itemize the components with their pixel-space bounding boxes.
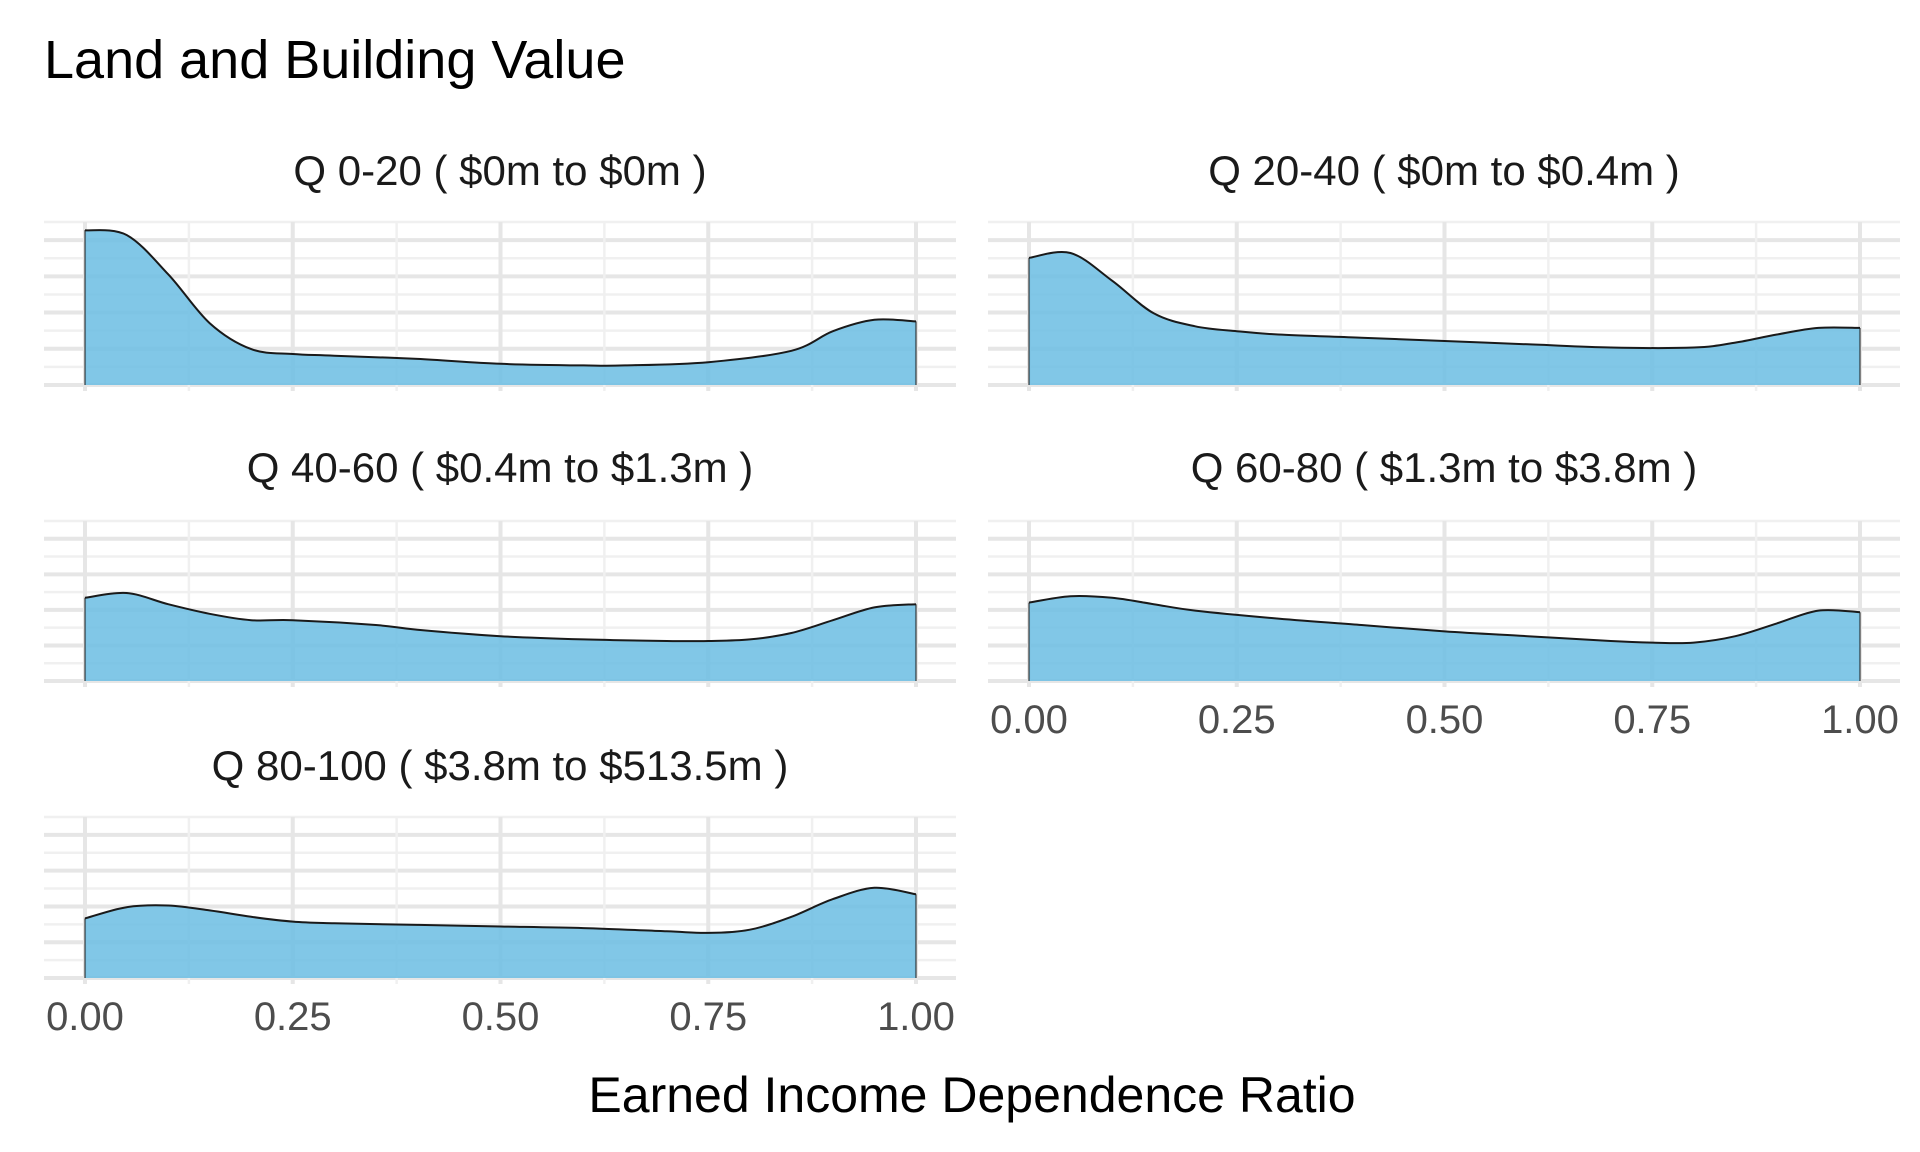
facet-strip-label: Q 0-20 ( $0m to $0m ) bbox=[293, 147, 706, 194]
x-tick-label: 0.00 bbox=[990, 698, 1068, 742]
density-line bbox=[84, 886, 917, 934]
density-line bbox=[84, 591, 917, 643]
density-area bbox=[1029, 595, 1860, 681]
x-tick-label: 0.25 bbox=[254, 995, 332, 1039]
chart-title: Land and Building Value bbox=[44, 30, 625, 90]
facet-strip-label: Q 20-40 ( $0m to $0.4m ) bbox=[1208, 147, 1680, 194]
facet-strip-label: Q 40-60 ( $0.4m to $1.3m ) bbox=[247, 444, 754, 491]
x-tick-label: 0.50 bbox=[462, 995, 540, 1039]
density-line bbox=[1028, 594, 1861, 645]
facet-panel: Q 60-80 ( $1.3m to $3.8m ) 0.00 0.25 0.50 0.… bbox=[988, 444, 1900, 742]
facet-panels: Q 0-20 ( $0m to $0m ) Q 20-40 ( $0m to $0… bbox=[44, 147, 1900, 1039]
density-line bbox=[1028, 251, 1861, 350]
x-tick-label: 0.00 bbox=[46, 995, 124, 1039]
facet-panel: Q 40-60 ( $0.4m to $1.3m ) bbox=[44, 444, 956, 687]
x-tick-label: 0.25 bbox=[1198, 698, 1276, 742]
x-tick-label: 0.50 bbox=[1406, 698, 1484, 742]
density-area bbox=[1029, 251, 1860, 385]
facet-strip-label: Q 60-80 ( $1.3m to $3.8m ) bbox=[1191, 444, 1698, 491]
x-tick-label: 0.75 bbox=[1613, 698, 1691, 742]
density-area bbox=[85, 230, 916, 385]
density-line bbox=[84, 229, 917, 367]
facet-panel: Q 0-20 ( $0m to $0m ) bbox=[44, 147, 956, 391]
density-area bbox=[85, 887, 916, 978]
x-tick-label: 0.75 bbox=[669, 995, 747, 1039]
x-tick-label: 1.00 bbox=[877, 995, 955, 1039]
facet-strip-label: Q 80-100 ( $3.8m to $513.5m ) bbox=[212, 742, 789, 789]
facet-panel: Q 20-40 ( $0m to $0.4m ) bbox=[988, 147, 1900, 391]
facet-panel: Q 80-100 ( $3.8m to $513.5m ) 0.00 0.25 0.5… bbox=[44, 742, 956, 1039]
x-tick-label: 1.00 bbox=[1821, 698, 1899, 742]
x-axis-label: Earned Income Dependence Ratio bbox=[588, 1067, 1355, 1123]
